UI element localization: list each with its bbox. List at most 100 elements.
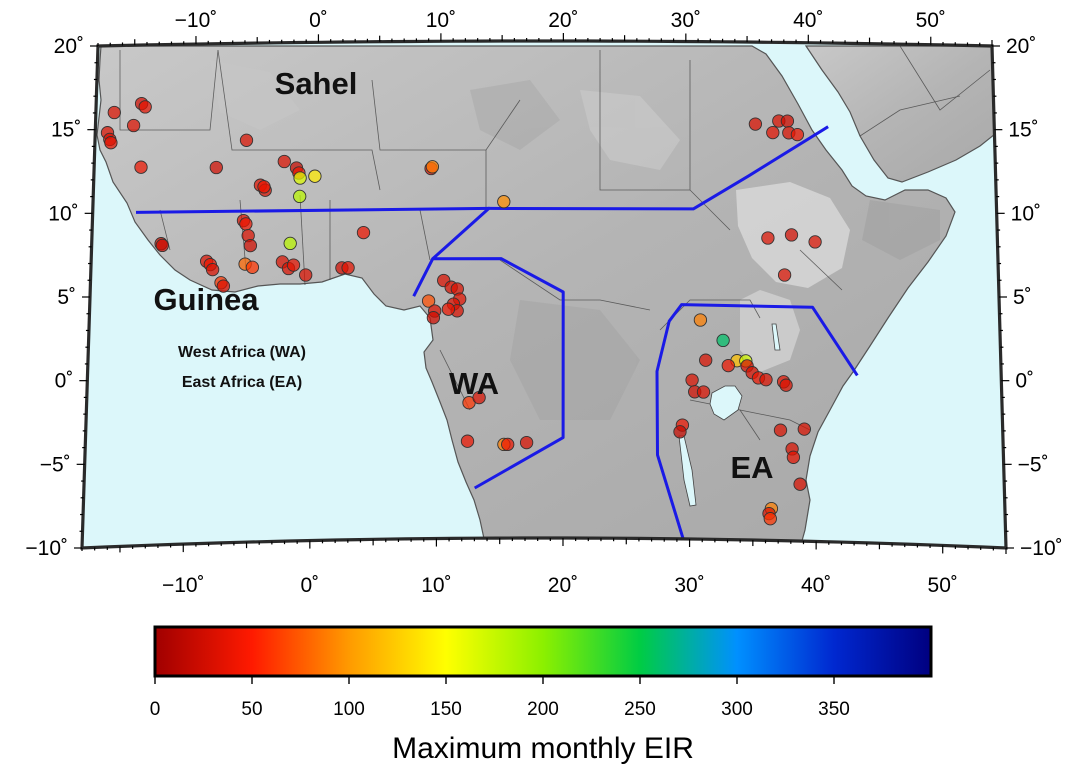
site-marker (763, 512, 777, 526)
site-marker (155, 238, 169, 253)
lon-tick-label-top: 20˚ (548, 9, 578, 32)
lon-tick-label-bottom: 30˚ (674, 574, 704, 597)
lon-tick-label-bottom: 10˚ (421, 574, 451, 597)
site-marker (205, 262, 220, 277)
lat-tick-label-right: 20˚ (1006, 35, 1036, 58)
lake-turkana (771, 323, 781, 351)
lat-tick-label-left: 20˚ (54, 35, 84, 58)
lon-tick-label-top: 0˚ (309, 9, 328, 32)
region-boundaries (135, 125, 859, 540)
site-marker (716, 333, 730, 348)
site-marker (501, 437, 515, 452)
site-marker (257, 180, 271, 194)
site-marker (308, 169, 322, 183)
lat-tick-label-right: 5˚ (1013, 286, 1032, 309)
site-marker (685, 373, 699, 387)
study-sites (100, 96, 822, 526)
lat-tick-label-left: −10˚ (25, 537, 68, 560)
site-marker (808, 235, 822, 249)
lon-tick-label-bottom: −10˚ (162, 574, 205, 597)
region-legend-east-africa: East Africa (EA) (182, 374, 302, 391)
site-marker (786, 450, 801, 464)
site-marker (245, 260, 260, 274)
site-marker (239, 133, 254, 147)
site-marker (790, 127, 805, 142)
site-marker (216, 279, 231, 293)
site-marker (243, 238, 258, 253)
lat-tick-label-left: −5˚ (40, 453, 71, 476)
site-marker (341, 261, 355, 275)
axis-tick-labels: −10˚ −10˚ 0˚ 0˚ 10˚ 10˚ 20˚ 20˚ 30˚ 30˚ 40˚ 40˚ 50˚ 5… (25, 9, 1062, 597)
site-marker (426, 311, 441, 325)
site-marker (356, 225, 371, 240)
site-marker (673, 425, 687, 439)
site-marker (107, 105, 121, 120)
colorbar: 0 50 100 150 200 250 300 350 Maximum monthly EI… (150, 625, 933, 765)
site-marker (696, 385, 711, 399)
site-marker (784, 228, 799, 242)
site-marker (126, 118, 141, 133)
site-marker (138, 100, 152, 114)
site-marker (497, 195, 511, 209)
site-marker (519, 435, 534, 450)
lat-tick-label-left: 0˚ (55, 370, 74, 393)
site-marker (780, 114, 795, 128)
map-frame-ticks (74, 33, 1014, 554)
colorbar-bar (153, 625, 933, 678)
region-labels: Sahel Guinea West Africa (WA) East Afric… (153, 66, 773, 485)
region-label-wa: WA (449, 366, 499, 401)
lat-tick-label-right: −10˚ (1020, 537, 1063, 560)
lake-victoria (709, 385, 743, 421)
region-label-guinea: Guinea (153, 282, 259, 317)
lat-tick-label-left: 10˚ (48, 202, 78, 225)
site-marker (779, 378, 793, 392)
site-marker (425, 160, 440, 174)
site-marker (699, 353, 713, 367)
region-legend-west-africa: West Africa (WA) (178, 344, 306, 361)
site-marker (286, 258, 301, 272)
sahel-guinea-boundary (135, 125, 829, 214)
site-marker (299, 268, 313, 282)
site-marker (134, 160, 148, 174)
site-marker (472, 390, 486, 405)
west-africa-region-boundary (412, 206, 565, 490)
lon-tick-label-top: 50˚ (916, 9, 946, 32)
colorbar-tick-label: 350 (818, 699, 850, 720)
lat-tick-label-right: 15˚ (1008, 119, 1038, 142)
site-marker (759, 373, 773, 387)
lat-tick-label-right: 10˚ (1011, 202, 1041, 225)
colorbar-tick-label: 300 (721, 699, 753, 720)
site-marker (239, 217, 253, 231)
colorbar-tick-label: 250 (624, 699, 656, 720)
colorbar-tick-label: 50 (241, 699, 262, 720)
lon-tick-label-bottom: 40˚ (801, 574, 831, 597)
colorbar-tick-label: 200 (527, 699, 559, 720)
region-label-sahel: Sahel (275, 66, 358, 101)
terrain-relief (210, 60, 940, 420)
colorbar-tick-label: 0 (150, 699, 161, 720)
site-marker (293, 189, 307, 204)
site-marker (460, 434, 475, 448)
colorbar-tick-label: 150 (430, 699, 462, 720)
site-marker (293, 171, 307, 185)
east-africa-region-boundary (655, 303, 859, 540)
site-marker (797, 422, 811, 436)
lat-tick-label-left: 15˚ (51, 119, 81, 142)
colorbar-tick-label: 100 (333, 699, 365, 720)
country-borders (119, 45, 991, 441)
site-marker (777, 268, 792, 282)
lon-tick-label-top: −10˚ (175, 9, 218, 32)
lon-tick-label-bottom: 0˚ (300, 574, 319, 597)
lon-tick-label-bottom: 20˚ (548, 574, 578, 597)
lon-tick-label-top: 40˚ (793, 9, 823, 32)
site-marker (441, 302, 456, 316)
site-marker (766, 125, 780, 140)
site-marker (793, 477, 807, 491)
site-marker (421, 294, 436, 308)
site-marker (283, 236, 297, 251)
lat-tick-label-right: −5˚ (1018, 453, 1049, 476)
site-marker (748, 117, 763, 131)
lon-tick-label-bottom: 50˚ (928, 574, 958, 597)
lat-tick-label-right: 0˚ (1015, 370, 1034, 393)
